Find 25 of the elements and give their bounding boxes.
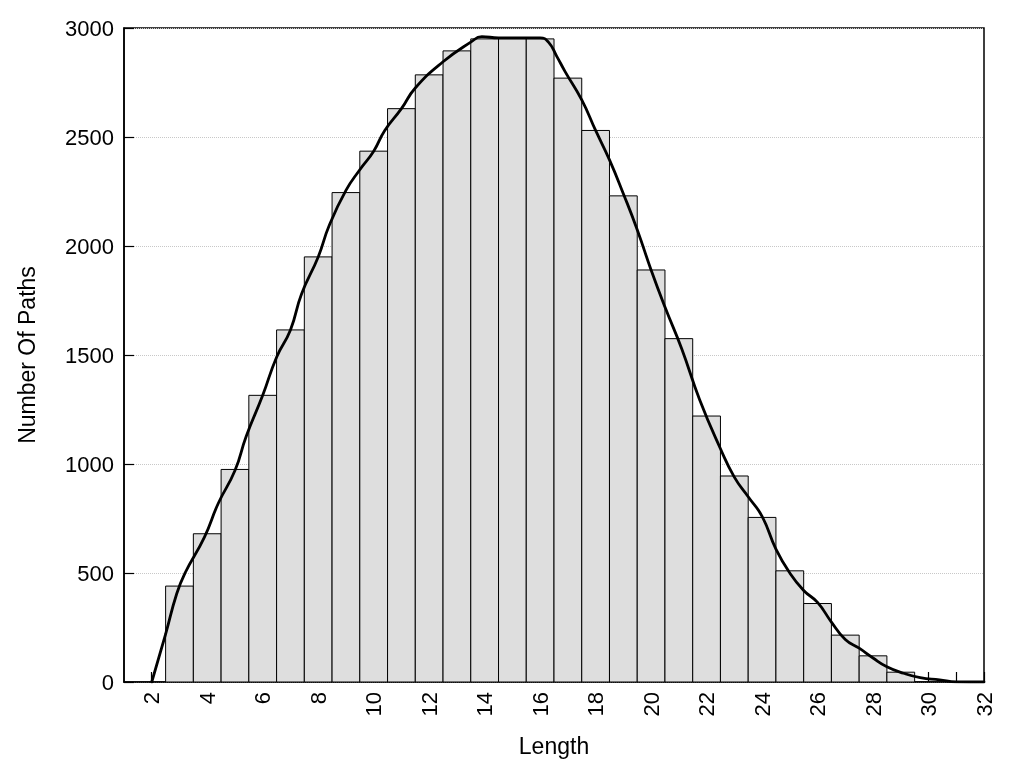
x-tick-label: 8 — [305, 692, 331, 705]
x-tick-label: 4 — [194, 692, 220, 705]
x-tick-label: 20 — [638, 692, 664, 717]
x-tick-label: 18 — [583, 692, 609, 717]
y-tick-label: 1500 — [65, 342, 114, 368]
x-tick-label: 6 — [250, 692, 276, 705]
y-tick-label: 1000 — [65, 451, 114, 477]
y-axis-title: Number Of Paths — [13, 266, 40, 444]
x-tick-label: 28 — [860, 692, 886, 717]
y-tick-label: 0 — [101, 669, 114, 695]
y-tick-label: 500 — [77, 560, 114, 586]
x-tick-label: 10 — [361, 692, 387, 717]
x-tick-label: 14 — [472, 692, 498, 717]
y-tick-label: 2500 — [65, 124, 114, 150]
x-tick-label: 22 — [694, 692, 720, 717]
x-tick-label: 30 — [916, 692, 942, 717]
y-tick-label: 2000 — [65, 233, 114, 259]
x-axis-title: Length — [518, 732, 590, 759]
x-tick-label: 16 — [527, 692, 553, 717]
x-tick-label: 12 — [416, 692, 442, 717]
x-tick-label: 26 — [805, 692, 831, 717]
x-tick-label: 2 — [139, 692, 165, 705]
x-tick-label: 24 — [749, 692, 775, 717]
y-tick-label: 3000 — [65, 15, 114, 41]
x-tick-label: 32 — [971, 692, 997, 717]
